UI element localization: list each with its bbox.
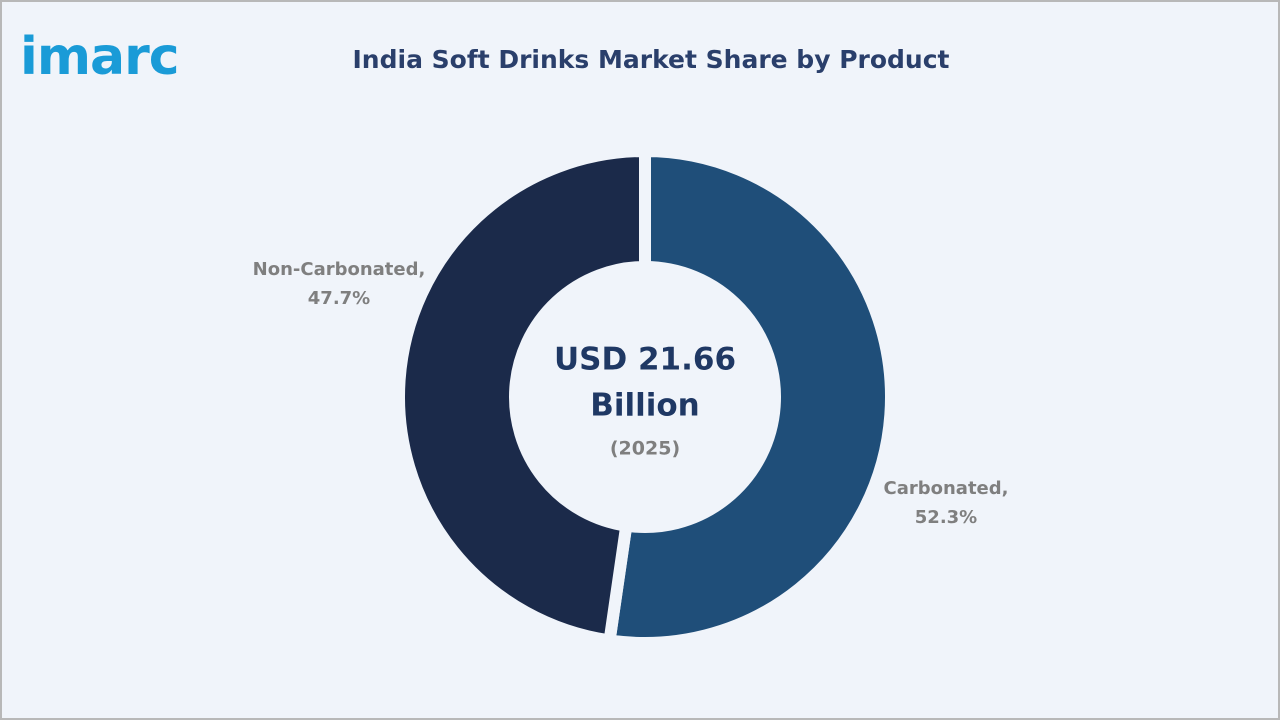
donut-slice	[602, 144, 897, 649]
slice-value-label: 47.7%	[308, 288, 370, 309]
slice-label: Carbonated,	[884, 478, 1009, 499]
slice-value-label: 52.3%	[915, 507, 977, 528]
center-sublabel: (2025)	[610, 438, 680, 460]
center-label: Billion	[590, 388, 700, 424]
slice-label: Non-Carbonated,	[253, 259, 426, 280]
logo: imarc	[20, 27, 179, 87]
chart-title: India Soft Drinks Market Share by Produc…	[353, 45, 950, 74]
donut-slice	[393, 144, 651, 648]
center-label: USD 21.66	[554, 342, 736, 378]
